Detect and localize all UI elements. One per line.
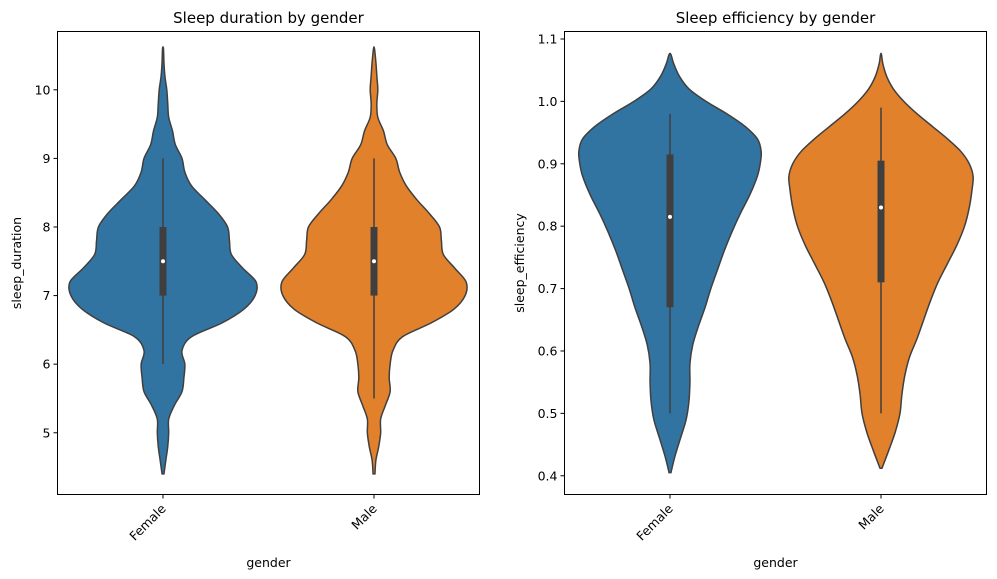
y-tick-label: 1.0 <box>538 94 558 109</box>
median-dot-male <box>879 205 883 210</box>
median-dot-female <box>161 259 165 264</box>
median-dot-male <box>372 259 376 264</box>
y-tick-label: 0.4 <box>538 468 558 483</box>
chart-title: Sleep duration by gender <box>173 9 364 27</box>
y-tick-label: 6 <box>43 357 51 372</box>
y-tick-label: 10 <box>35 82 51 97</box>
chart-sleep-efficiency: Sleep efficiency by gender 0.4 0.5 0.6 0.7 0… <box>512 9 987 570</box>
y-tick-label: 9 <box>43 151 51 166</box>
y-tick-label: 0.5 <box>538 406 558 421</box>
x-axis-label: gender <box>753 555 798 570</box>
y-tick-label: 0.6 <box>538 343 558 358</box>
median-dot-female <box>668 214 672 219</box>
y-tick-label: 1.1 <box>538 31 558 46</box>
y-tick-label: 7 <box>43 288 51 303</box>
iqr-box-female <box>666 154 674 308</box>
iqr-box-male <box>877 160 885 283</box>
y-tick-label: 0.9 <box>538 156 558 171</box>
chart-title: Sleep efficiency by gender <box>676 9 876 27</box>
y-tick-label: 0.8 <box>538 219 558 234</box>
axes-frame <box>57 31 480 495</box>
y-tick-label: 8 <box>43 219 51 234</box>
y-axis-label: sleep_duration <box>9 217 24 309</box>
axes-frame <box>564 31 987 495</box>
y-axis-label: sleep_efficiency <box>512 213 527 313</box>
x-axis-label: gender <box>246 555 291 570</box>
y-tick-label: 5 <box>43 425 51 440</box>
y-tick-label: 0.7 <box>538 281 558 296</box>
